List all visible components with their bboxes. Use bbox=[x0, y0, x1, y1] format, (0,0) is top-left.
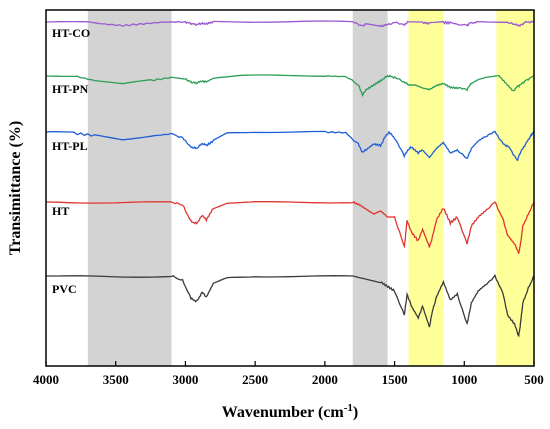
highlight-band-3 bbox=[408, 10, 444, 366]
x-axis-title: Wavenumber (cm-1) bbox=[222, 402, 358, 421]
x-axis-title-sup: -1 bbox=[344, 402, 353, 414]
y-axis-title: Transimittance (%) bbox=[7, 121, 24, 255]
x-tick-label-1000: 1000 bbox=[451, 372, 477, 387]
highlight-band-4 bbox=[496, 10, 534, 366]
x-tick-label-3500: 3500 bbox=[103, 372, 129, 387]
spectra-lines bbox=[45, 20, 535, 338]
series-label-ht: HT bbox=[52, 204, 69, 218]
x-tick-label-1500: 1500 bbox=[382, 372, 408, 387]
x-axis-title-end: ) bbox=[353, 404, 358, 421]
series-label-ht-co: HT-CO bbox=[52, 26, 90, 40]
x-tick-label-500: 500 bbox=[524, 372, 544, 387]
series-label-ht-pl: HT-PL bbox=[52, 139, 88, 153]
series-label-ht-pn: HT-PN bbox=[52, 82, 89, 96]
x-tick-label-4000: 4000 bbox=[33, 372, 59, 387]
series-line-ht-pn bbox=[45, 74, 535, 98]
series-line-pvc bbox=[46, 273, 535, 338]
series-labels: HT-CO HT-PN HT-PL HT PVC bbox=[52, 26, 90, 296]
highlight-band-2 bbox=[352, 10, 388, 366]
x-axis-ticks: 4000 3500 3000 2500 2000 1500 1000 500 bbox=[33, 361, 544, 387]
series-line-ht-co bbox=[45, 20, 535, 28]
x-axis-title-main: Wavenumber (cm bbox=[222, 404, 345, 421]
series-line-ht bbox=[45, 200, 535, 254]
x-tick-label-2500: 2500 bbox=[242, 372, 268, 387]
highlight-bands bbox=[87, 10, 534, 366]
series-line-ht-pl bbox=[45, 130, 535, 162]
series-label-pvc: PVC bbox=[52, 282, 77, 296]
plot-frame bbox=[45, 9, 535, 367]
x-tick-label-3000: 3000 bbox=[172, 372, 198, 387]
highlight-band-1 bbox=[87, 10, 172, 366]
x-tick-label-2000: 2000 bbox=[312, 372, 338, 387]
